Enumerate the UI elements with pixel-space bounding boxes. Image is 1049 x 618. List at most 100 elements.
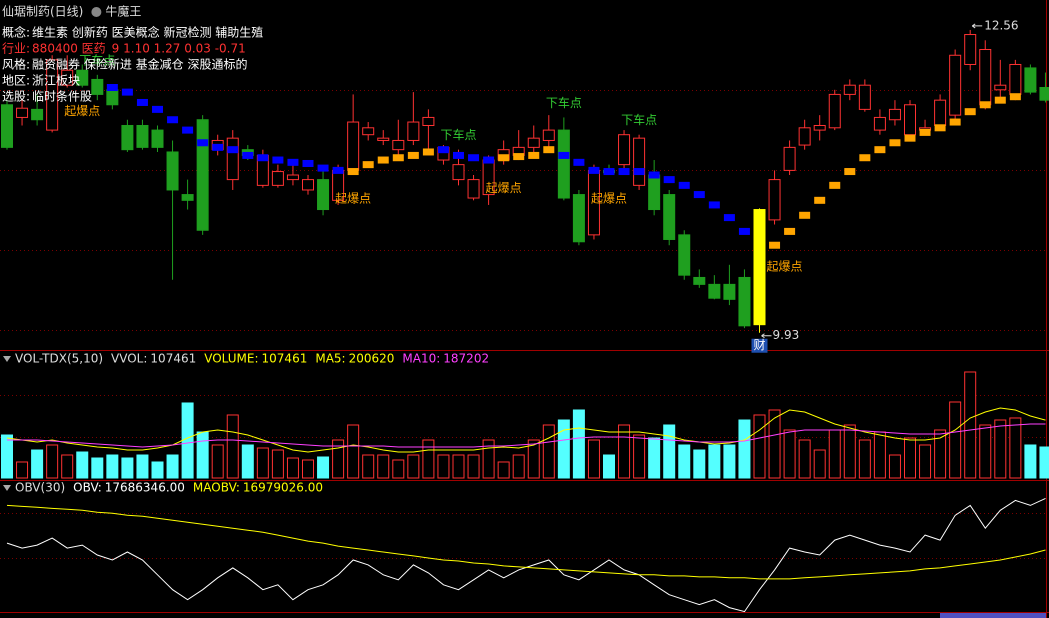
volume-bar: [919, 444, 932, 479]
candle-body: [452, 164, 465, 181]
high-label: 12.56: [984, 18, 1018, 32]
signal-label: 起爆点: [335, 192, 371, 206]
stop-marker: [934, 124, 946, 132]
volume-bar: [512, 454, 525, 479]
volume-bar: [888, 454, 901, 479]
candle-body: [61, 69, 74, 86]
candle-body: [46, 59, 59, 131]
candle-body: [934, 99, 947, 126]
volume-bar: [557, 419, 570, 479]
signal-label: 起爆点: [64, 104, 100, 118]
stop-marker: [468, 154, 480, 162]
stop-marker: [136, 98, 148, 106]
candle-body: [76, 69, 89, 86]
series-name: MAOBV:: [193, 481, 240, 495]
volume-bar: [587, 439, 600, 479]
volume-bar: [1009, 417, 1022, 479]
candle-body: [347, 121, 360, 171]
stop-marker: [453, 151, 464, 159]
info-text: 临时条件股: [32, 90, 92, 104]
stop-marker: [182, 126, 194, 134]
volume-bar: [211, 444, 224, 479]
volume-bar: [738, 419, 751, 479]
candle-body: [858, 84, 871, 110]
candle-body: [798, 127, 811, 146]
panel-title: VOL-TDX(5,10): [15, 352, 103, 366]
volume-bar: [121, 457, 134, 479]
volume-bar: [467, 454, 480, 479]
info-label: 概念:: [2, 25, 30, 40]
volume-bar: [422, 439, 435, 479]
volume-bar: [362, 454, 375, 479]
candle-body: [271, 171, 284, 186]
volume-bar: [482, 439, 495, 479]
volume-bar: [979, 424, 992, 479]
info-label: 选股:: [2, 90, 30, 104]
info-text: 融资融券 保险新进 基金减仓 深股通标的: [32, 57, 247, 72]
volume-bar: [858, 439, 871, 479]
volume-bar: [1024, 444, 1037, 479]
volume-bar: [106, 454, 119, 479]
candle-body: [663, 194, 676, 240]
stop-marker: [573, 158, 585, 166]
signal-label: 下车点: [440, 127, 476, 142]
stop-marker: [723, 214, 735, 222]
volume-bar: [317, 456, 330, 479]
stop-marker: [422, 148, 434, 156]
volume-bar: [527, 439, 540, 479]
candle-body: [964, 34, 977, 65]
stop-marker: [799, 211, 811, 219]
volume-bar: [437, 454, 450, 479]
candle-body: [723, 283, 736, 300]
volume-bar: [407, 454, 420, 479]
volume-bar: [843, 424, 856, 479]
stop-marker: [483, 156, 495, 164]
volume-bar: [76, 451, 89, 479]
stop-marker: [513, 153, 525, 161]
stop-marker: [528, 151, 540, 159]
volume-bar: [798, 439, 811, 479]
info-text: 9 1.10 1.27 0.03 -0.71: [112, 42, 246, 56]
candle-body: [768, 179, 781, 221]
stop-marker: [347, 168, 359, 176]
candle-body: [979, 49, 992, 106]
candle-body: [572, 194, 585, 243]
candle-body: [1, 104, 13, 148]
stop-marker: [904, 134, 916, 142]
stop-marker: [588, 166, 600, 174]
volume-bar: [648, 437, 661, 479]
stop-marker: [769, 241, 781, 249]
stop-marker: [859, 154, 871, 162]
candle-body: [527, 137, 540, 148]
volume-bar: [226, 414, 239, 479]
volume-bar: [663, 424, 676, 479]
stop-marker: [784, 227, 796, 235]
volume-bar: [1, 434, 13, 479]
volume-bar: [91, 457, 104, 479]
stop-marker: [949, 118, 961, 126]
candle-body: [91, 78, 104, 95]
volume-bar: [994, 419, 1007, 479]
candle-body: [949, 54, 962, 116]
candle-body: [542, 129, 555, 141]
candle-body: [873, 116, 886, 131]
volume-bar: [813, 449, 826, 479]
arrow: [971, 23, 983, 29]
stop-marker: [663, 176, 675, 184]
candle-body: [226, 137, 239, 181]
volume-bar: [708, 444, 721, 479]
stop-marker: [287, 158, 299, 166]
stop-marker: [874, 146, 886, 154]
stop-marker: [121, 88, 133, 96]
volume-bar: [46, 444, 59, 479]
volume-bar: [31, 449, 44, 479]
stop-marker: [829, 181, 841, 189]
stop-marker: [738, 227, 750, 235]
candle-body: [618, 134, 631, 166]
panel-title: OBV(30): [15, 481, 65, 495]
candle-body: [994, 84, 1007, 91]
stop-marker: [1009, 93, 1021, 101]
candle-body: [121, 124, 134, 151]
